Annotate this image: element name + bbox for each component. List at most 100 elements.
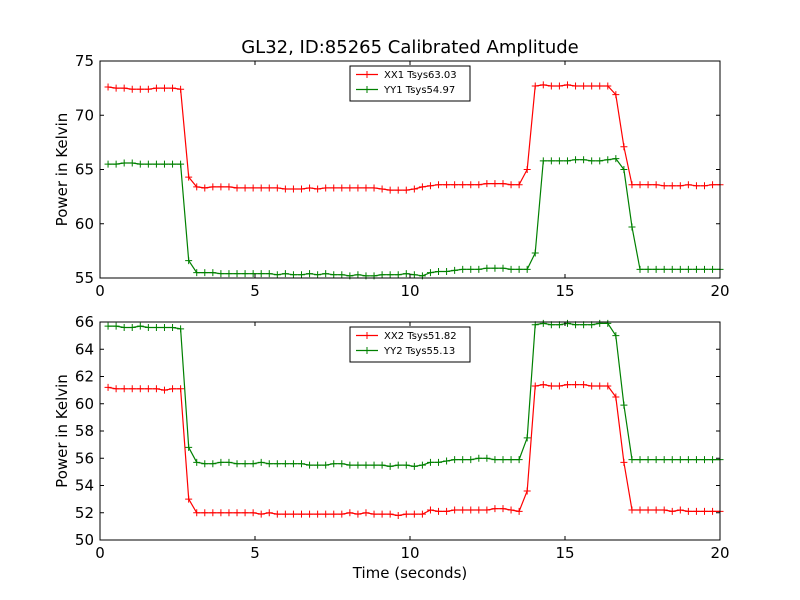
y-tick-label: 75: [75, 52, 94, 70]
x-tick-label: 15: [555, 282, 574, 300]
data-point: [281, 460, 289, 468]
data-point: [160, 160, 168, 168]
data-point: [451, 266, 459, 274]
data-point: [580, 381, 588, 389]
data-point: [435, 267, 443, 275]
data-point: [104, 322, 112, 330]
data-point: [475, 181, 483, 189]
data-point: [314, 185, 322, 193]
y-tick-label: 64: [75, 340, 94, 358]
data-point: [668, 456, 676, 464]
data-point: [128, 85, 136, 93]
y-tick-label: 60: [75, 215, 94, 233]
data-point: [660, 506, 668, 514]
data-point: [410, 271, 418, 279]
data-point: [596, 82, 604, 90]
data-point: [306, 510, 314, 518]
data-point: [410, 462, 418, 470]
data-point: [225, 183, 233, 191]
data-point: [322, 461, 330, 469]
data-point: [217, 458, 225, 466]
data-point: [225, 458, 233, 466]
data-point: [588, 82, 596, 90]
data-point: [273, 184, 281, 192]
data-point: [523, 265, 531, 273]
data-point: [298, 185, 305, 193]
data-point: [684, 507, 692, 515]
data-point: [523, 487, 531, 495]
data-point: [636, 181, 644, 189]
top-panel: 0 5 10 15 20 55 60 65 70 75 Power in Kelvin XX1 Tsy…: [53, 52, 730, 300]
data-point: [491, 456, 499, 464]
data-point: [185, 257, 193, 265]
data-point: [612, 393, 620, 401]
data-point: [692, 456, 700, 464]
data-point: [257, 510, 265, 518]
data-point: [394, 461, 402, 469]
data-point: [378, 185, 386, 193]
data-point: [701, 182, 708, 190]
data-point: [709, 181, 717, 189]
data-point: [322, 184, 330, 192]
data-point: [620, 401, 628, 409]
data-point: [684, 265, 692, 273]
data-point: [289, 185, 297, 193]
data-point: [249, 184, 257, 192]
x-tick-label: 5: [250, 544, 260, 562]
data-point: [676, 456, 684, 464]
data-point: [346, 509, 354, 517]
legend-label-2: YY1 Tsys54.97: [383, 85, 455, 96]
data-point: [314, 461, 322, 469]
legend: XX1 Tsys63.03 YY1 Tsys54.97: [349, 65, 471, 102]
data-point: [378, 461, 386, 469]
data-point: [201, 184, 209, 192]
y-tick-label: 50: [75, 531, 94, 549]
data-point: [459, 506, 467, 514]
data-point: [354, 184, 362, 192]
data-point: [346, 184, 354, 192]
data-point: [169, 160, 177, 168]
data-point: [515, 265, 523, 273]
x-tick-label: 0: [95, 282, 105, 300]
data-point: [475, 506, 483, 514]
data-point: [386, 510, 394, 518]
data-point: [604, 156, 612, 164]
data-point: [668, 507, 676, 515]
data-point: [289, 460, 297, 468]
data-point: [676, 182, 684, 190]
data-point: [467, 265, 475, 273]
data-point: [652, 265, 660, 273]
data-point: [177, 385, 185, 393]
legend-marker-1: [363, 332, 371, 339]
data-point: [209, 509, 217, 517]
data-point: [620, 458, 628, 466]
data-point: [507, 506, 515, 514]
data-point: [547, 157, 555, 165]
data-point: [144, 323, 152, 331]
bottom-panel: 0 5 10 15 20 50 52 54 56 58 60 62 64 66 Power in Kelvi…: [53, 313, 730, 582]
data-point: [281, 270, 289, 278]
data-point: [193, 269, 201, 277]
data-point: [652, 456, 660, 464]
data-point: [362, 461, 370, 469]
data-point: [177, 160, 185, 168]
data-point: [225, 270, 233, 278]
y-tick-label: 58: [75, 422, 94, 440]
legend-marker-2: [363, 86, 371, 93]
data-point: [298, 510, 305, 518]
data-point: [273, 510, 281, 518]
data-point: [169, 323, 177, 331]
data-point: [660, 265, 668, 273]
data-point: [531, 249, 539, 257]
x-tick-label: 10: [400, 282, 419, 300]
data-point: [563, 381, 571, 389]
data-point: [426, 458, 434, 466]
data-point: [709, 265, 717, 273]
data-point: [547, 382, 555, 390]
data-point: [112, 160, 120, 168]
data-point: [475, 454, 483, 462]
data-point: [539, 157, 547, 165]
data-point: [620, 143, 628, 151]
data-point: [555, 82, 563, 90]
data-point: [628, 456, 636, 464]
